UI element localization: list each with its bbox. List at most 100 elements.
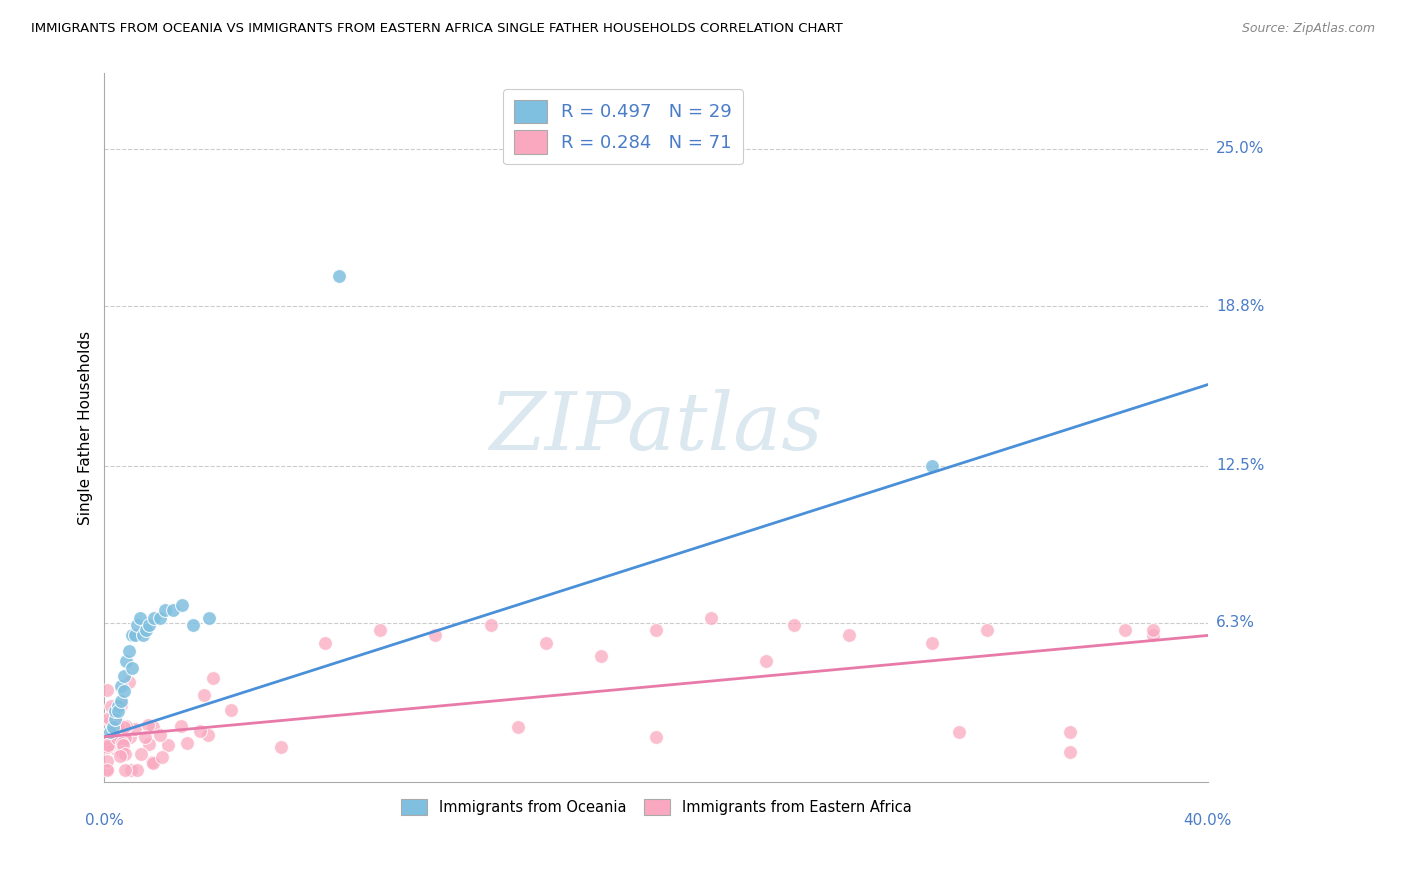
Point [700, 610, 723, 624]
Text: 6.3%: 6.3% [1216, 615, 1256, 631]
Point [114, 747, 136, 761]
Text: 40.0%: 40.0% [1184, 813, 1232, 828]
Point [104, 711, 127, 725]
Point [142, 756, 165, 770]
Point [479, 618, 502, 632]
Point [132, 628, 155, 642]
Point [107, 705, 129, 719]
Point [124, 723, 146, 737]
Point [108, 749, 131, 764]
Point [96, 739, 118, 754]
Point [118, 730, 141, 744]
Point [188, 724, 211, 739]
Point [783, 618, 806, 632]
Point [508, 720, 530, 734]
Point [129, 610, 152, 624]
Point [148, 610, 170, 624]
Point [589, 648, 612, 663]
Point [162, 603, 184, 617]
Point [96, 754, 118, 768]
Point [921, 636, 943, 650]
Point [1142, 624, 1164, 638]
Point [110, 698, 132, 712]
Point [328, 268, 350, 283]
Point [156, 738, 179, 752]
Point [135, 624, 157, 638]
Point [755, 654, 778, 668]
Point [101, 720, 124, 734]
Point [202, 671, 225, 685]
Point [1114, 624, 1136, 638]
Point [112, 720, 135, 734]
Point [129, 747, 152, 761]
Point [104, 705, 127, 719]
Point [96, 762, 118, 776]
Point [120, 763, 142, 777]
Point [1059, 745, 1081, 759]
Point [118, 675, 141, 690]
Point [107, 699, 129, 714]
Point [105, 731, 128, 745]
Point [193, 689, 215, 703]
Point [921, 458, 943, 473]
Point [150, 749, 173, 764]
Point [98, 739, 121, 753]
Point [112, 684, 135, 698]
Text: Source: ZipAtlas.com: Source: ZipAtlas.com [1241, 22, 1375, 36]
Point [645, 624, 668, 638]
Point [198, 610, 221, 624]
Text: 0.0%: 0.0% [84, 813, 124, 828]
Text: 25.0%: 25.0% [1216, 142, 1264, 156]
Point [368, 624, 391, 638]
Point [97, 738, 120, 752]
Point [142, 720, 165, 734]
Point [100, 698, 122, 713]
Point [838, 628, 860, 642]
Point [98, 711, 121, 725]
Point [219, 703, 242, 717]
Point [96, 763, 118, 777]
Y-axis label: Single Father Households: Single Father Households [79, 331, 93, 524]
Point [181, 618, 204, 632]
Point [112, 669, 135, 683]
Point [98, 724, 121, 739]
Point [118, 643, 141, 657]
Point [143, 610, 166, 624]
Point [153, 603, 176, 617]
Point [104, 712, 127, 726]
Point [170, 719, 193, 733]
Text: 12.5%: 12.5% [1216, 458, 1264, 473]
Point [645, 730, 668, 744]
Point [197, 728, 219, 742]
Text: ZIPatlas: ZIPatlas [489, 389, 823, 467]
Point [124, 628, 146, 642]
Point [111, 739, 134, 753]
Point [138, 737, 160, 751]
Point [107, 717, 129, 731]
Point [948, 724, 970, 739]
Point [104, 701, 127, 715]
Point [98, 714, 121, 728]
Point [170, 598, 193, 612]
Point [976, 624, 998, 638]
Point [114, 731, 136, 746]
Point [127, 618, 149, 632]
Point [136, 718, 159, 732]
Point [111, 736, 134, 750]
Point [1142, 628, 1164, 642]
Legend: Immigrants from Oceania, Immigrants from Eastern Africa: Immigrants from Oceania, Immigrants from… [395, 793, 917, 822]
Point [125, 763, 148, 777]
Point [270, 739, 292, 754]
Point [138, 618, 160, 632]
Point [149, 728, 172, 742]
Point [96, 683, 118, 698]
Point [141, 756, 163, 770]
Text: 18.8%: 18.8% [1216, 299, 1264, 314]
Point [534, 636, 557, 650]
Point [115, 654, 138, 668]
Point [314, 636, 336, 650]
Point [1059, 724, 1081, 739]
Point [110, 679, 132, 693]
Point [111, 745, 134, 759]
Point [121, 628, 143, 642]
